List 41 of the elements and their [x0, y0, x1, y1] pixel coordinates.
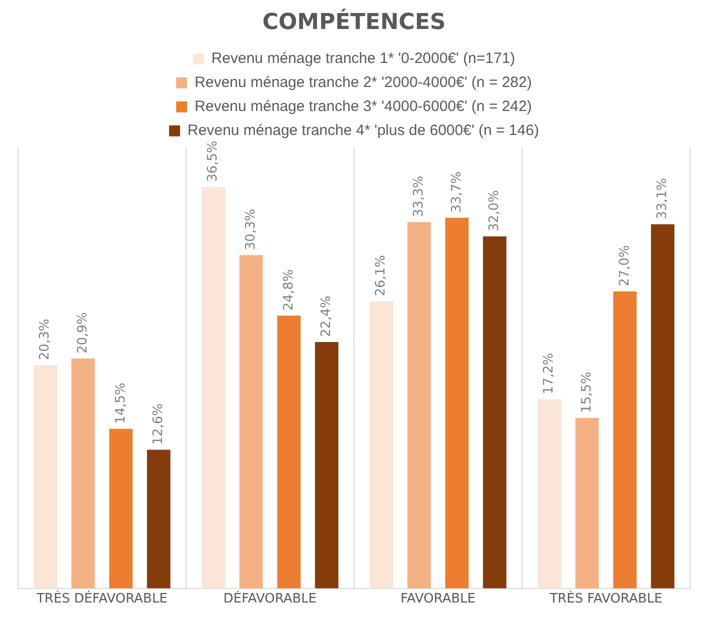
bar [202, 186, 226, 588]
bar [650, 224, 674, 588]
bar [277, 316, 301, 588]
bar [239, 255, 263, 588]
x-tick-label: TRÈS DÉFAVORABLE [36, 590, 168, 607]
bar [613, 291, 637, 588]
bar [482, 236, 506, 588]
x-tick-label: DÉFAVORABLE [223, 590, 317, 607]
chart-title: COMPÉTENCES [262, 8, 446, 35]
bar [445, 218, 469, 588]
legend-label: Revenu ménage tranche 4* 'plus de 6000€' (n = 146) [188, 122, 539, 140]
bar [575, 418, 599, 588]
data-label: 14,5% [113, 382, 128, 424]
x-tick-label: FAVORABLE [400, 592, 476, 607]
data-label: 12,6% [151, 403, 166, 445]
legend-label: Revenu ménage tranche 2* '2000-4000€' (n = 282) [194, 74, 532, 92]
data-label: 33,7% [449, 171, 464, 213]
bar [34, 365, 58, 588]
legend-label: Revenu ménage tranche 1* '0-2000€' (n=171) [211, 50, 516, 68]
data-label: 32,0% [487, 190, 502, 232]
x-tick-label: TRÈS FAVORABLE [548, 590, 662, 607]
data-label: 27,0% [617, 245, 632, 286]
data-label: 36,5% [206, 140, 221, 182]
data-label: 20,3% [38, 318, 53, 360]
bar [370, 301, 394, 588]
data-label: 15,5% [579, 372, 594, 413]
data-label: 20,9% [75, 312, 90, 354]
data-label: 26,1% [374, 254, 389, 296]
legend-label: Revenu ménage tranche 3* '4000-6000€' (n = 242) [194, 98, 532, 116]
bar [314, 342, 338, 588]
data-label: 33,1% [655, 178, 670, 220]
data-label: 24,8% [281, 269, 296, 311]
bar [146, 450, 170, 588]
data-label: 30,3% [243, 208, 258, 250]
data-label: 17,2% [542, 352, 557, 394]
bar [109, 428, 133, 588]
bar [71, 358, 95, 588]
bar [407, 222, 431, 588]
bar [538, 399, 562, 588]
data-label: 33,3% [411, 176, 426, 218]
data-label: 22,4% [319, 296, 334, 337]
